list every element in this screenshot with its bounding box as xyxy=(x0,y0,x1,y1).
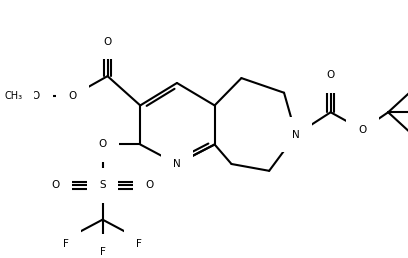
Text: O: O xyxy=(52,180,60,190)
Text: O: O xyxy=(145,180,153,190)
Text: O: O xyxy=(103,37,112,47)
Text: F: F xyxy=(100,247,106,257)
Text: O: O xyxy=(32,91,40,101)
Text: N: N xyxy=(173,159,181,169)
Text: S: S xyxy=(99,180,106,190)
Text: F: F xyxy=(136,239,142,249)
Text: O: O xyxy=(326,70,335,80)
Text: F: F xyxy=(63,239,69,249)
Text: O: O xyxy=(98,140,106,149)
Text: N: N xyxy=(292,130,300,140)
Text: CH₃: CH₃ xyxy=(4,91,22,101)
Text: O: O xyxy=(69,91,77,101)
Text: O: O xyxy=(358,125,366,135)
